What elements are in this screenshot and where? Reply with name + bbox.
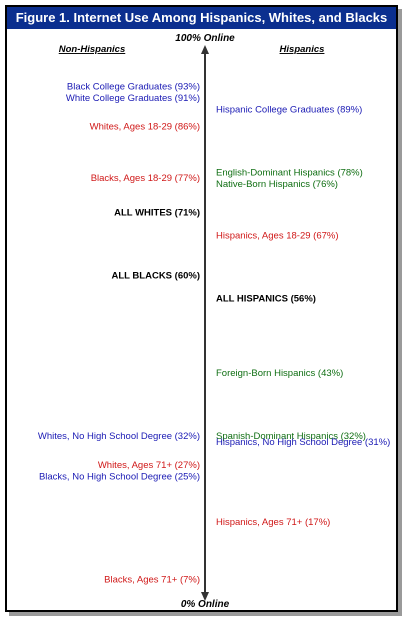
data-label-left: Blacks, Ages 71+ (7%): [104, 575, 200, 586]
data-label-left: Whites, Ages 18-29 (86%): [90, 122, 200, 133]
axis-top-label: 100% Online: [175, 33, 235, 44]
data-label-left: Whites, Ages 71+ (27%): [98, 460, 200, 471]
data-labels: Black College Graduates (93%)White Colle…: [38, 82, 390, 586]
chart-area: 100% Online Non-Hispanics Hispanics 0% O…: [38, 33, 390, 610]
column-heading-right: Hispanics: [280, 44, 325, 55]
data-label-right: English-Dominant Hispanics (78%): [216, 167, 363, 178]
data-label-left: ALL WHITES (71%): [114, 208, 200, 219]
data-label-left: ALL BLACKS (60%): [112, 271, 201, 282]
data-label-right: Hispanics, Ages 18-29 (67%): [216, 231, 339, 242]
data-label-left: Blacks, No High School Degree (25%): [39, 471, 200, 482]
figure-frame: Figure 1. Internet Use Among Hispanics, …: [5, 5, 398, 612]
data-label-left: Whites, No High School Degree (32%): [38, 431, 200, 442]
axis-bottom-label: 0% Online: [181, 599, 230, 610]
data-label-right: Native-Born Hispanics (76%): [216, 179, 338, 190]
data-label-left: Black College Graduates (93%): [67, 82, 200, 93]
data-label-left: White College Graduates (91%): [66, 93, 200, 104]
data-label-left: Blacks, Ages 18-29 (77%): [91, 173, 200, 184]
axis-arrow-up-icon: [201, 45, 209, 54]
data-label-right: Foreign-Born Hispanics (43%): [216, 368, 343, 379]
axis-arrow-down-icon: [201, 592, 209, 601]
data-label-right: ALL HISPANICS (56%): [216, 294, 316, 305]
data-label-right: Hispanics, Ages 71+ (17%): [216, 517, 330, 528]
data-label-right: Hispanic College Graduates (89%): [216, 104, 362, 115]
column-heading-left: Non-Hispanics: [59, 44, 126, 55]
figure-title: Figure 1. Internet Use Among Hispanics, …: [7, 7, 396, 29]
data-label-right: Hispanics, No High School Degree (31%): [216, 437, 390, 448]
data-label-right: Spanish-Dominant Hispanics (32%): [216, 431, 366, 442]
